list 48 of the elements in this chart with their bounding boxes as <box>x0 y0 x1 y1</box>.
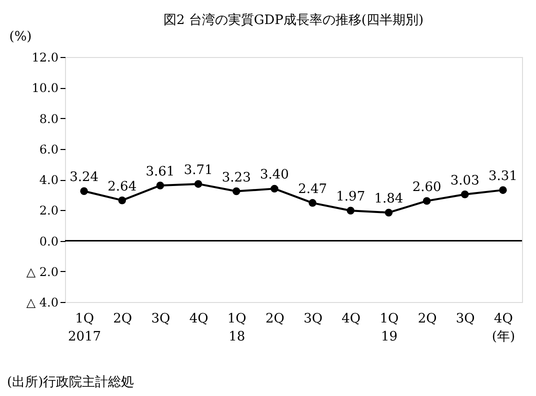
data-label: 3.61 <box>146 164 175 180</box>
point <box>422 197 431 205</box>
data-label: 3.03 <box>450 173 480 188</box>
data-label: 3.31 <box>488 169 518 184</box>
y-tick-label: △ 4.0 <box>26 296 58 310</box>
x-tick-label: 3Q <box>456 312 475 326</box>
x-tick-label: 3Q <box>304 312 323 326</box>
y-tick-label: 10.0 <box>32 81 58 96</box>
x-tick-label: 2Q <box>418 312 437 326</box>
x-tick-label: 3Q <box>151 312 170 326</box>
y-axis-title: (%) <box>9 30 32 44</box>
data-label: 3.23 <box>222 170 251 186</box>
y-tick-label: 0.0 <box>39 234 58 248</box>
x-tick-label: 2Q <box>113 312 132 326</box>
data-label: 2.64 <box>108 179 137 194</box>
data-label: 3.71 <box>184 162 213 178</box>
point <box>346 206 354 214</box>
chart-title: 図2 台湾の実質GDP成長率の推移(四半期別) <box>163 12 424 28</box>
data-label: 1.97 <box>336 190 366 205</box>
point <box>270 184 278 193</box>
y-tick-label: 2.0 <box>39 204 58 218</box>
point <box>499 186 507 194</box>
point <box>194 180 202 188</box>
point <box>232 187 240 196</box>
point <box>384 208 393 216</box>
data-label: 2.47 <box>298 182 328 197</box>
point <box>156 182 164 190</box>
x-tick-label: 1Q 2017 <box>68 312 102 344</box>
x-tick-label: 1Q 18 <box>227 312 246 344</box>
point <box>118 196 126 204</box>
data-label: 1.84 <box>374 192 404 207</box>
data-label: 2.60 <box>412 180 442 195</box>
point <box>461 190 469 198</box>
text: (出所)行政院主計総処 <box>7 374 134 390</box>
y-tick-label: 8.0 <box>39 112 58 126</box>
x-tick-label: 1Q 19 <box>380 312 399 344</box>
y-tick-label: 4.0 <box>39 173 58 187</box>
x-tick-label: 4Q <box>342 312 361 326</box>
data-label: 3.24 <box>70 170 99 186</box>
y-tick-label: 6.0 <box>39 142 58 156</box>
x-tick-label: 4Q (年) <box>492 312 516 344</box>
data-label: 3.40 <box>260 168 289 183</box>
point <box>308 199 316 207</box>
x-tick-label: 2Q <box>265 312 284 326</box>
point <box>80 187 88 196</box>
x-tick-label: 4Q <box>189 312 208 326</box>
y-tick-label: 12.0 <box>32 50 58 64</box>
y-tick-label: △ 2.0 <box>26 264 58 279</box>
